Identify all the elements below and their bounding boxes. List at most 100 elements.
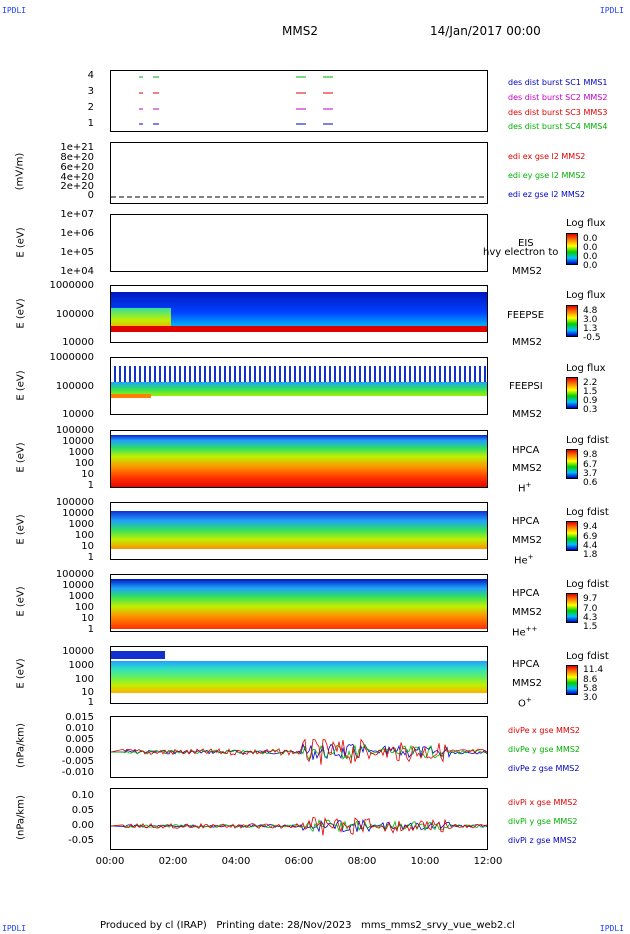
instrument-label: HPCA [512,659,540,670]
x-tick: 06:00 [284,856,314,867]
corner-tag-bottom-left: IPDLI [2,924,27,933]
colorbar-title: Log fdist [566,579,609,590]
ytick: 1e+21 [60,142,94,153]
overlay-label: hvy electron to [483,247,559,258]
colorbar-value: 9.8 [583,450,598,460]
ytick: 1 [87,552,94,563]
ytick: 0.05 [71,805,94,816]
ytick: 1000 [68,660,94,671]
hpca-he1-panel [110,502,488,560]
spectrogram [111,661,487,693]
species-label: O+ [518,696,532,710]
colorbar-value: 11.4 [583,665,604,675]
colorbar-title: Log fdist [566,651,609,662]
colorbar-value: 0.0 [583,243,598,253]
colorbar-value: 2.2 [583,378,598,388]
divpe-plot [111,738,487,765]
spacecraft-label: MMS2 [512,678,542,689]
ytick: 100000 [55,309,94,320]
colorbar-value: 1.5 [583,387,598,397]
x-tick: 10:00 [410,856,440,867]
x-tick: 02:00 [158,856,188,867]
colorbar-value: -0.5 [583,333,601,343]
spacecraft-label: MMS2 [512,337,542,348]
colorbar-value: 1.5 [583,622,598,632]
instrument-label: HPCA [512,516,540,527]
divpi-panel [110,788,488,850]
species-label: He+ [514,553,534,567]
colorbar-value: 9.7 [583,594,598,604]
legend-entry: edi ex gse l2 MMS2 [508,152,586,161]
ytick: 2e+20 [60,181,94,192]
ytick: 1000 [68,591,94,602]
colorbar-value: 1.3 [583,324,598,334]
burst-panel [110,70,488,132]
spectrogram-band [111,326,487,332]
divpe-panel [110,716,488,778]
ytick: 1 [87,480,94,491]
hpca-he2-panel [110,574,488,632]
ytick: -0.05 [68,835,94,846]
spectrogram [111,511,487,549]
legend-entry: des dist burst SC1 MMS1 [508,78,608,87]
ytick: 100000 [55,425,94,436]
ytick: 1e+06 [60,228,94,239]
ytick: 4 [87,70,94,81]
ytick: 10 [81,469,94,480]
colorbar-value: 4.8 [583,306,598,316]
instrument-label: FEEPSE [507,310,545,321]
colorbar [566,377,578,409]
ytick: 1e+04 [60,266,94,277]
legend-entry: divPi z gse MMS2 [508,836,577,845]
trace-line [111,738,487,765]
instrument-label: FEEPSI [509,381,543,392]
colorbar-value: 3.7 [583,469,598,479]
ytick: 100 [74,602,94,613]
ytick: 100 [74,458,94,469]
ytick: 1e+05 [60,247,94,258]
colorbar-title: Log flux [566,290,606,301]
colorbar-title: Log flux [566,218,606,229]
legend-entry: des dist burst SC4 MMS4 [508,122,608,131]
ytick: 100000 [55,381,94,392]
legend-entry: divPe z gse MMS2 [508,764,580,773]
colorbar-value: 5.8 [583,684,598,694]
spectrogram-noise [111,366,487,382]
corner-tag-top-right: IPDLI [599,6,624,15]
ytick: 3 [87,86,94,97]
ytick: 1000 [68,447,94,458]
colorbar [566,449,578,479]
ytick: 10000 [62,580,94,591]
colorbar-value: 1.8 [583,550,598,560]
x-tick: 12:00 [473,856,503,867]
spacecraft-label: MMS2 [512,463,542,474]
ytick: 0.00 [71,820,94,831]
date-title: 14/Jan/2017 00:00 [430,24,541,38]
spectrogram [111,435,487,487]
legend-entry: divPi y gse MMS2 [508,817,578,826]
colorbar-value: 0.6 [583,478,598,488]
ytick: 0.10 [71,790,94,801]
colorbar-value: 6.7 [583,460,598,470]
ytick: 1 [87,697,94,708]
colorbar-title: Log fdist [566,435,609,446]
spectrogram [111,579,487,629]
ytick: 0.005 [65,734,94,745]
spectrogram [111,292,487,332]
footer-text: Produced by cl (IRAP) Printing date: 28/… [100,920,515,931]
legend-entry: des dist burst SC3 MMS3 [508,108,608,117]
legend-entry: edi ez gse l2 MMS2 [508,190,585,199]
ytick: 10000 [62,436,94,447]
spacecraft-label: MMS2 [512,409,542,420]
colorbar [566,233,578,265]
colorbar-title: Log fdist [566,507,609,518]
ytick: 1000000 [49,280,94,291]
instrument-label: EIS [518,238,534,249]
trace-line [111,816,487,836]
spectrogram [111,382,487,396]
edi-panel [110,142,488,204]
colorbar-value: 3.0 [583,315,598,325]
ytick: 10000 [62,409,94,420]
colorbar-value: 9.4 [583,522,598,532]
species-label: He++ [512,625,538,639]
